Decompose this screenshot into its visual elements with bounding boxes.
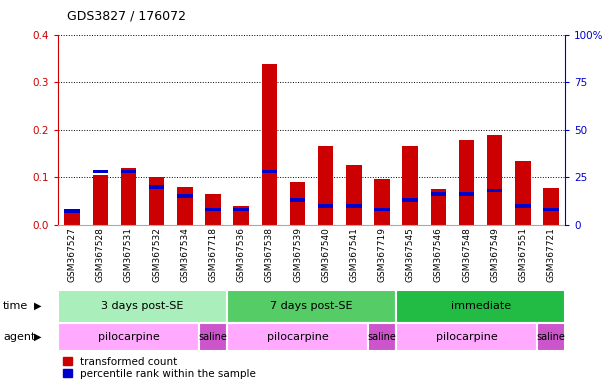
Bar	[205, 207, 221, 211]
Legend: transformed count, percentile rank within the sample: transformed count, percentile rank withi…	[64, 357, 256, 379]
Text: ▶: ▶	[34, 301, 41, 311]
Bar	[262, 169, 277, 173]
Bar	[459, 192, 474, 196]
Bar	[290, 198, 306, 202]
Bar	[431, 189, 446, 225]
Bar	[177, 187, 192, 225]
Text: 3 days post-SE: 3 days post-SE	[101, 301, 184, 311]
Bar	[290, 182, 306, 225]
Text: agent: agent	[3, 332, 35, 342]
Bar	[396, 290, 565, 323]
Text: pilocarpine: pilocarpine	[266, 332, 328, 342]
Bar	[375, 207, 390, 211]
Bar	[318, 146, 334, 225]
Bar	[487, 135, 502, 225]
Bar	[199, 323, 227, 351]
Bar	[515, 161, 531, 225]
Bar	[515, 204, 531, 207]
Text: ▶: ▶	[34, 332, 41, 342]
Text: saline: saline	[536, 332, 566, 342]
Bar	[121, 168, 136, 225]
Bar	[318, 204, 334, 207]
Bar	[537, 323, 565, 351]
Bar	[346, 165, 362, 225]
Bar	[92, 169, 108, 173]
Text: time: time	[3, 301, 28, 311]
Bar	[64, 209, 80, 213]
Bar	[403, 146, 418, 225]
Bar	[543, 187, 559, 225]
Bar	[149, 185, 164, 189]
Bar	[487, 189, 502, 192]
Bar	[459, 140, 474, 225]
Text: pilocarpine: pilocarpine	[436, 332, 497, 342]
Bar	[149, 177, 164, 225]
Bar	[205, 194, 221, 225]
Bar	[233, 206, 249, 225]
Text: pilocarpine: pilocarpine	[98, 332, 159, 342]
Bar	[233, 207, 249, 211]
Bar	[375, 179, 390, 225]
Bar	[396, 323, 537, 351]
Bar	[227, 323, 368, 351]
Bar	[64, 209, 80, 225]
Bar	[431, 192, 446, 196]
Bar	[121, 169, 136, 173]
Bar	[368, 323, 396, 351]
Bar	[346, 204, 362, 207]
Bar	[262, 64, 277, 225]
Text: saline: saline	[199, 332, 227, 342]
Text: saline: saline	[368, 332, 397, 342]
Bar	[403, 198, 418, 202]
Text: GDS3827 / 176072: GDS3827 / 176072	[67, 10, 186, 23]
Bar	[92, 175, 108, 225]
Bar	[177, 194, 192, 198]
Bar	[543, 207, 559, 211]
Bar	[227, 290, 396, 323]
Bar	[58, 323, 199, 351]
Text: immediate: immediate	[450, 301, 511, 311]
Text: 7 days post-SE: 7 days post-SE	[270, 301, 353, 311]
Bar	[58, 290, 227, 323]
